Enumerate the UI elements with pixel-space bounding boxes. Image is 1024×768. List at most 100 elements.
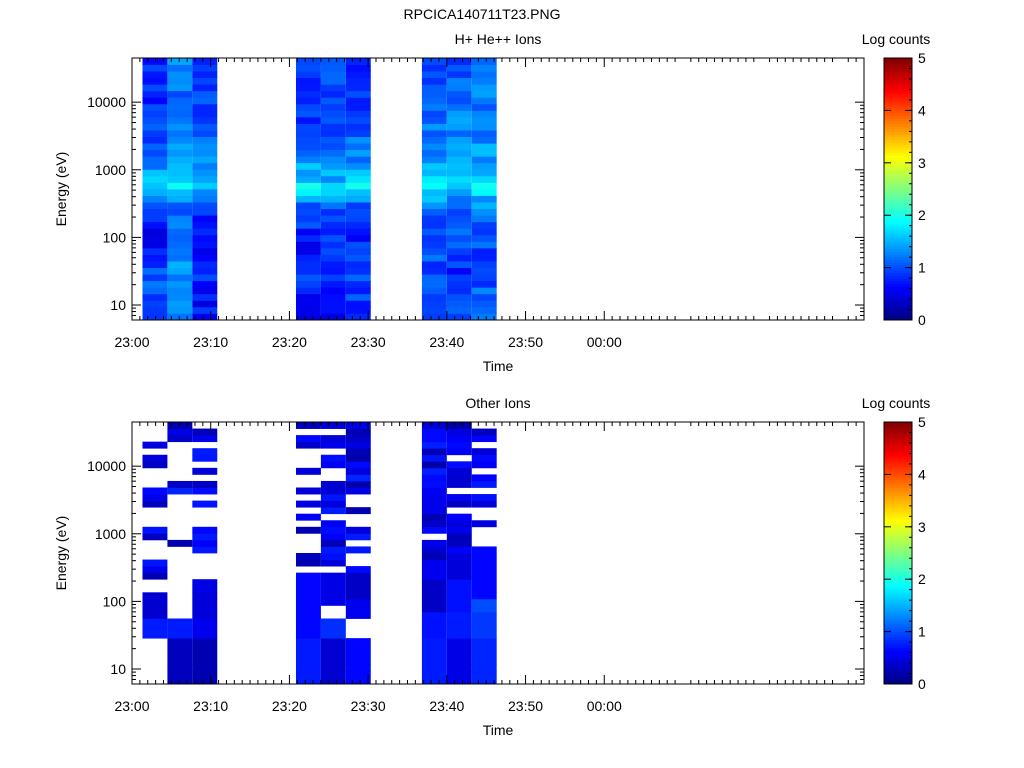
spectrogram-cell (345, 261, 371, 268)
spectrogram-cell (167, 202, 193, 210)
spectrogram-cell (446, 677, 472, 685)
spectrogram-cell (192, 657, 218, 665)
spectrogram-cell (167, 156, 193, 164)
spectrogram-cell (192, 130, 218, 137)
spectrogram-cell (421, 605, 447, 613)
spectrogram-cell (142, 169, 168, 177)
spectrogram-cell (421, 480, 447, 488)
spectrogram-cell (471, 287, 497, 295)
colorbar-swatch (884, 526, 912, 530)
colorbar-swatch (884, 178, 912, 182)
spectrogram-cell (295, 71, 321, 79)
colorbar-swatch (884, 445, 912, 449)
spectrogram-cell (295, 143, 321, 151)
spectrogram-cell (421, 520, 447, 528)
spectrogram-cell (471, 293, 497, 301)
x-tick-label: 23:10 (193, 334, 228, 350)
spectrogram-cell (295, 293, 321, 301)
spectrogram-cell (345, 149, 371, 157)
spectrogram-cell (320, 162, 346, 170)
colorbar-swatch (884, 576, 912, 580)
spectrogram-cell (446, 539, 472, 547)
colorbar-swatch (884, 579, 912, 583)
spectrogram-cell (345, 110, 371, 118)
spectrogram-cell (421, 566, 447, 574)
spectrogram-cell (345, 572, 371, 580)
colorbar-swatch (884, 681, 912, 685)
colorbar-swatch (884, 539, 912, 544)
spectrogram-cell (446, 638, 472, 646)
spectrogram-cell (446, 651, 472, 659)
colorbar-swatch (884, 477, 912, 481)
spectrogram-cell (142, 618, 168, 626)
spectrogram-cell (295, 130, 321, 137)
spectrogram-cell (142, 487, 168, 495)
spectrogram-cell (446, 494, 472, 501)
spectrogram-cell (192, 228, 218, 236)
spectrogram-cell (192, 618, 218, 626)
spectrogram-cell (192, 677, 218, 685)
spectrogram-cell (320, 313, 346, 321)
spectrogram-cell (192, 306, 218, 314)
spectrogram-cell (446, 585, 472, 593)
y-tick-label: 10000 (87, 458, 126, 474)
spectrogram-cell (345, 480, 371, 488)
colorbar-swatch (884, 566, 912, 570)
colorbar-swatch (884, 600, 912, 604)
spectrogram-cell (320, 189, 346, 196)
spectrogram-cell (345, 208, 371, 216)
spectrogram-cell (142, 84, 168, 92)
spectrogram-cell (295, 215, 321, 223)
colorbar-swatch (884, 490, 912, 494)
colorbar-swatch (884, 136, 912, 140)
spectrogram-cell (142, 77, 168, 85)
spectrogram-cell (320, 507, 346, 515)
spectrogram-cell (295, 422, 321, 429)
spectrogram-cell (167, 77, 193, 85)
spectrogram-cell (142, 97, 168, 105)
spectrogram-cell (345, 234, 371, 242)
colorbar-swatch (884, 487, 912, 491)
spectrogram-cell (320, 287, 346, 295)
spectrogram-cell (192, 448, 218, 456)
colorbar-swatch (884, 65, 912, 69)
spectrogram-cell (142, 130, 168, 137)
spectrogram-cell (446, 520, 472, 528)
spectrogram-cell (167, 234, 193, 242)
colorbar-swatch (884, 547, 912, 551)
spectrogram-cell (142, 494, 168, 501)
spectrogram-cell (192, 546, 218, 554)
spectrogram-cell (320, 71, 346, 79)
spectrogram-cell (421, 123, 447, 131)
colorbar-swatch (884, 168, 912, 172)
spectrogram-cell (421, 611, 447, 619)
colorbar-swatch (884, 194, 912, 198)
spectrogram-cell (295, 267, 321, 275)
spectrogram-cell (192, 454, 218, 462)
spectrogram-cell (421, 631, 447, 639)
spectrogram-cell (421, 202, 447, 210)
spectrogram-cell (142, 143, 168, 151)
colorbar-swatch (884, 154, 912, 159)
spectrogram-cell (471, 585, 497, 593)
panel-title: Other Ions (465, 395, 530, 411)
colorbar-swatch (884, 267, 912, 271)
spectrogram-cell (192, 644, 218, 652)
colorbar-swatch (884, 602, 912, 606)
spectrogram-cell (320, 175, 346, 183)
colorbar-swatch (884, 670, 912, 675)
spectrogram-cell (192, 267, 218, 275)
spectrogram-cell (421, 448, 447, 456)
spectrogram-cell (192, 487, 218, 495)
spectrogram-cell (421, 441, 447, 449)
panel-1: 23:00 23:10 23:20 23:30 23:40 23:50 00:0010100… (53, 31, 930, 374)
colorbar-tick-label: 4 (918, 102, 926, 118)
spectrogram-cell (345, 585, 371, 593)
spectrogram-cell (167, 247, 193, 255)
colorbar-swatch (884, 652, 912, 656)
colorbar-swatch (884, 608, 912, 612)
spectrogram-cell (345, 103, 371, 111)
colorbar-frame (883, 57, 913, 321)
colorbar: 0 1 2 3 4 5 Log counts (862, 395, 931, 692)
spectrogram-cell (320, 84, 346, 92)
